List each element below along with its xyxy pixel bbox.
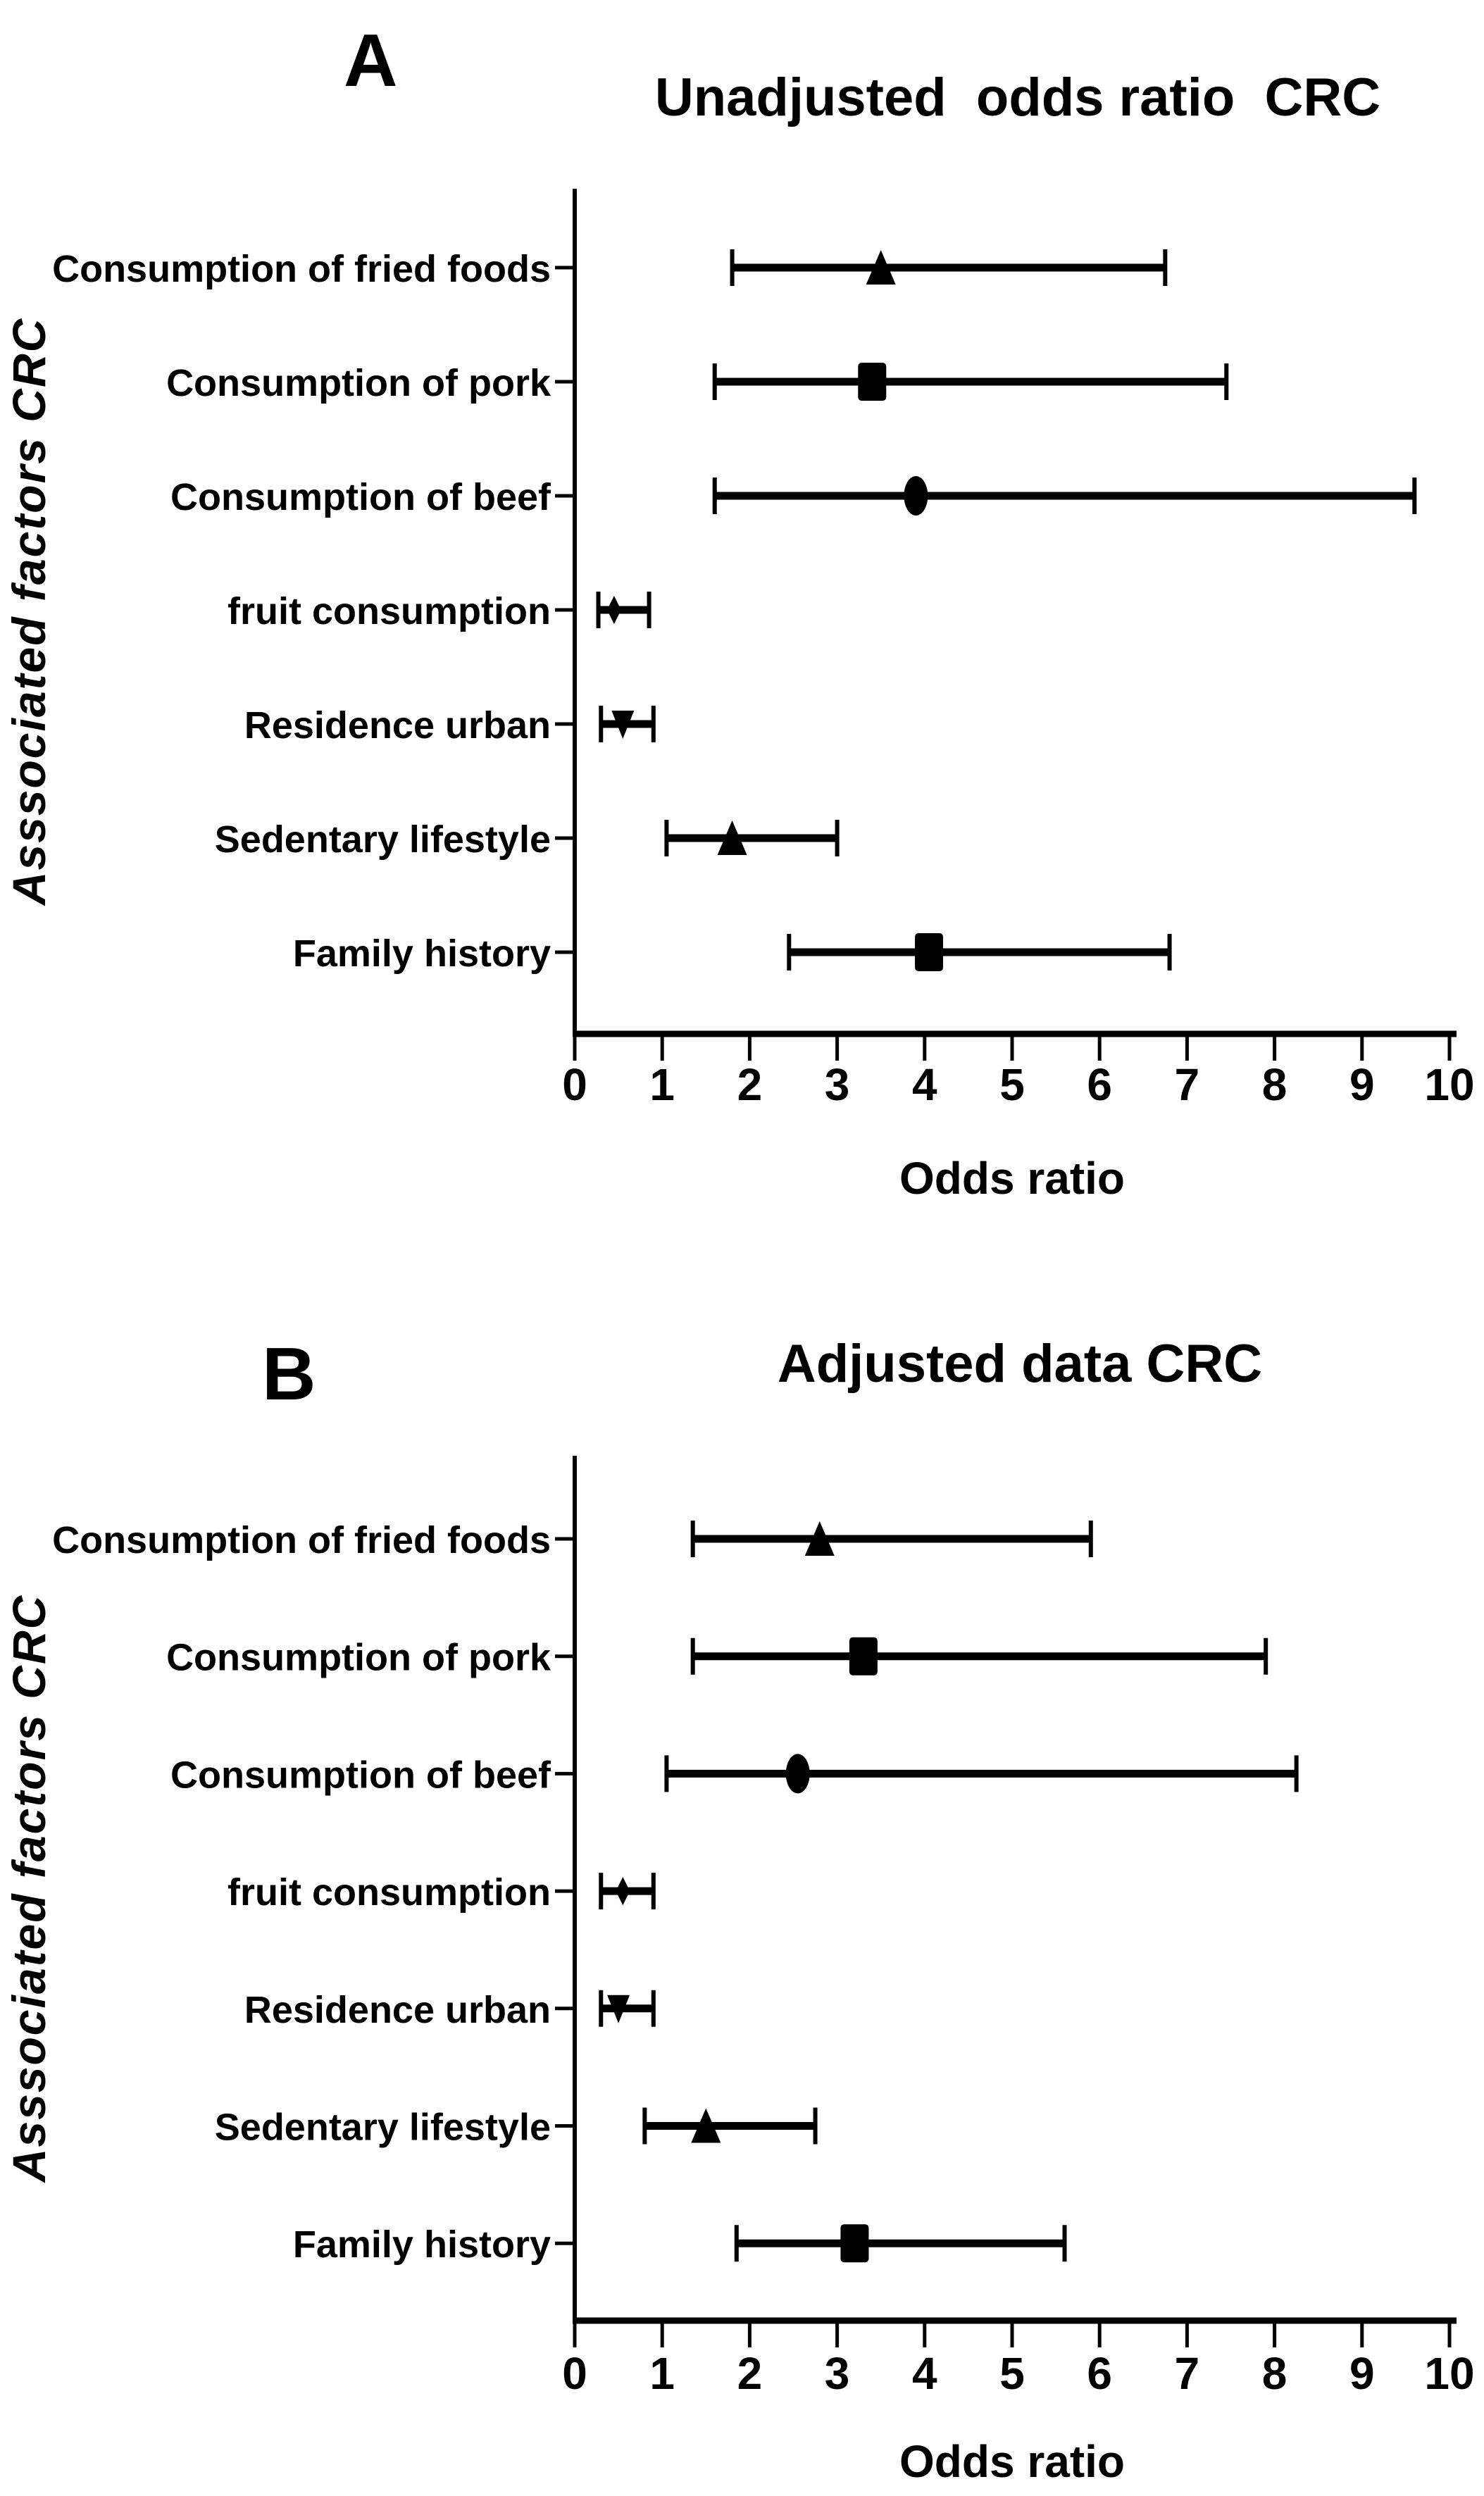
forest-row: Sedentary lifestyle — [215, 2107, 818, 2149]
x-tick-label: 2 — [737, 2348, 763, 2399]
forest-row: Consumption of fried foods — [52, 248, 1168, 290]
panel-b-x-axis-title: Odds ratio — [899, 2436, 1125, 2487]
category-label: fruit consumption — [227, 590, 551, 632]
marker-circle-icon — [904, 476, 928, 516]
x-tick-label: 3 — [825, 2348, 850, 2399]
panel-b-chart: B Adjusted data CRC Asssociated factors … — [3, 1333, 1475, 2487]
category-label: Residence urban — [244, 1989, 551, 2031]
marker-triangle-up-icon — [691, 2108, 721, 2143]
forest-row: Sedentary lifestyle — [215, 818, 840, 861]
x-tick-label: 1 — [649, 1059, 675, 1110]
forest-row: Consumption of fried foods — [52, 1519, 1093, 1561]
category-label: Consumption of beef — [170, 1754, 551, 1796]
x-tick-label: 5 — [999, 2348, 1025, 2399]
category-label: Family history — [293, 2223, 551, 2266]
forest-row: Consumption of pork — [166, 362, 1229, 404]
x-tick-label: 5 — [999, 1059, 1025, 1110]
panel-b-y-axis-title: Asssociated factors CRC — [3, 1595, 55, 2184]
panel-b-title: Adjusted data CRC — [778, 1334, 1262, 1394]
marker-triangle-up-icon — [804, 1521, 835, 1556]
x-tick-label: 2 — [737, 1059, 763, 1110]
x-tick-label: 4 — [912, 1059, 937, 1110]
x-tick-label: 6 — [1087, 1059, 1112, 1110]
category-label: fruit consumption — [227, 1871, 551, 1914]
x-tick-label: 8 — [1262, 1059, 1287, 1110]
marker-square-icon — [915, 933, 944, 971]
x-tick-label: 1 — [649, 2348, 675, 2399]
forest-row: fruit consumption — [227, 590, 651, 632]
marker-diamond-icon — [606, 596, 621, 624]
marker-triangle-down-icon — [611, 711, 635, 739]
x-tick-label: 9 — [1349, 1059, 1375, 1110]
category-label: Consumption of fried foods — [52, 1519, 551, 1561]
marker-triangle-down-icon — [607, 1995, 630, 2023]
x-tick-label: 8 — [1262, 2348, 1287, 2399]
marker-diamond-icon — [616, 1877, 630, 1906]
category-label: Consumption of pork — [166, 1637, 551, 1679]
marker-square-icon — [840, 2224, 869, 2263]
category-label: Consumption of pork — [166, 362, 551, 404]
panel-a-y-axis-title: Asssociated factors CRC — [3, 318, 55, 907]
x-tick-label: 3 — [825, 1059, 850, 1110]
panel-a-x-axis-title: Odds ratio — [899, 1153, 1125, 1204]
category-label: Family history — [293, 932, 551, 975]
panel-b: B Adjusted data CRC Asssociated factors … — [0, 1248, 1484, 2496]
x-tick-label: 7 — [1175, 1059, 1200, 1110]
category-label: Consumption of beef — [170, 476, 551, 518]
forest-row: Residence urban — [244, 1989, 656, 2031]
category-label: Sedentary lifestyle — [215, 2107, 551, 2149]
marker-triangle-up-icon — [717, 820, 747, 855]
x-tick-label: 4 — [912, 2348, 937, 2399]
forest-row: Family history — [293, 932, 1172, 975]
forest-row: Consumption of beef — [170, 1754, 1299, 1796]
panel-a-label: A — [344, 19, 398, 102]
forest-row: Consumption of beef — [170, 476, 1417, 518]
panel-a: A Unadjusted odds ratio CRC Asssociated … — [3, 19, 1475, 1204]
forest-row: Residence urban — [244, 704, 656, 747]
panel-a-chart: A Unadjusted odds ratio CRC Asssociated … — [3, 19, 1475, 1204]
x-tick-label: 6 — [1087, 2348, 1112, 2399]
x-tick-label: 10 — [1424, 1059, 1474, 1110]
category-label: Sedentary lifestyle — [215, 818, 551, 861]
x-tick-label: 9 — [1349, 2348, 1375, 2399]
panel-a-title: Unadjusted odds ratio CRC — [655, 68, 1380, 127]
marker-square-icon — [858, 363, 887, 401]
marker-triangle-up-icon — [866, 250, 896, 285]
x-tick-label: 0 — [562, 1059, 587, 1110]
panel-b-label: B — [262, 1333, 316, 1416]
forest-row: fruit consumption — [227, 1871, 656, 1914]
x-tick-label: 0 — [562, 2348, 587, 2399]
panel-b-plot-area: 0 1 2 3 4 5 6 7 8 9 10 Consumption of fried foods Co… — [52, 1456, 1475, 2399]
category-label: Residence urban — [244, 704, 551, 747]
forest-row: Family history — [293, 2223, 1067, 2266]
marker-square-icon — [849, 1637, 878, 1676]
x-tick-label: 7 — [1175, 2348, 1200, 2399]
marker-circle-icon — [785, 1754, 810, 1794]
forest-row: Consumption of pork — [166, 1637, 1268, 1679]
panel-a-plot-area: 0 1 2 3 4 5 6 7 8 9 10 Consumption of fried foods Co… — [52, 189, 1475, 1110]
x-tick-label: 10 — [1424, 2348, 1474, 2399]
category-label: Consumption of fried foods — [52, 248, 551, 290]
